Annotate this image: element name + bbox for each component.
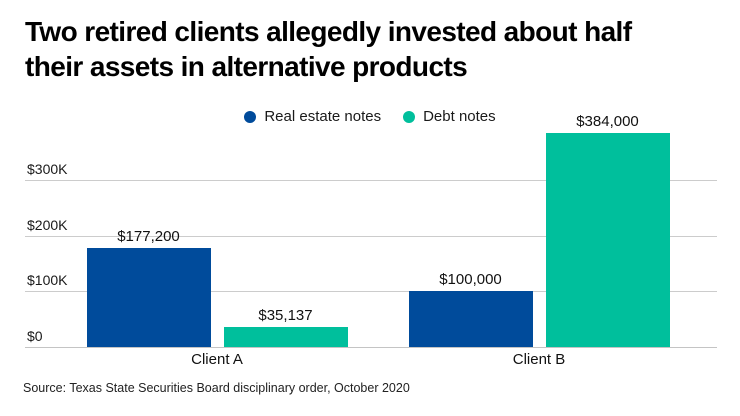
legend: Real estate notes Debt notes bbox=[0, 108, 740, 125]
y-axis-tick-label: $200K bbox=[27, 216, 68, 233]
gridline--200k bbox=[25, 235, 717, 237]
gridline--100k bbox=[25, 291, 717, 293]
legend-dot-icon bbox=[403, 110, 416, 123]
y-axis-tick-label: $0 bbox=[27, 328, 43, 344]
x-axis-label-client-b: Client B bbox=[512, 351, 566, 368]
chart-title-line2: their assets in alternative products bbox=[25, 51, 468, 82]
bar-value-label: $384,000 bbox=[576, 112, 639, 130]
legend-label: Debt notes bbox=[423, 108, 496, 125]
y-axis-tick-label: $100K bbox=[27, 272, 68, 289]
bar-debt-notes-client-a bbox=[223, 327, 348, 347]
legend-item-real-estate-notes: Real estate notes bbox=[244, 108, 381, 125]
bar-debt-notes-client-b bbox=[545, 132, 670, 347]
source-note: Source: Texas State Securities Board dis… bbox=[23, 381, 410, 395]
chart-title: Two retired clients allegedly invested a… bbox=[25, 14, 725, 84]
gridline--0 bbox=[25, 347, 717, 348]
bar-real-estate-notes-client-a bbox=[86, 248, 211, 347]
y-axis-tick-label: $300K bbox=[27, 160, 68, 177]
bar-value-label: $177,200 bbox=[117, 228, 180, 246]
x-axis-label-client-a: Client A bbox=[191, 351, 243, 368]
gridline--300k bbox=[25, 179, 717, 181]
legend-label: Real estate notes bbox=[264, 108, 382, 125]
bar-value-label: $35,137 bbox=[258, 307, 313, 325]
legend-dot-icon bbox=[244, 110, 257, 123]
legend-item-debt-notes: Debt notes bbox=[403, 108, 496, 125]
bar-real-estate-notes-client-b bbox=[408, 291, 533, 347]
bar-value-label: $100,000 bbox=[439, 271, 502, 289]
bar-chart: $0 $100K $200K $300K $177,200 $35,137 Client A… bbox=[25, 113, 717, 374]
chart-title-line1: Two retired clients allegedly invested a… bbox=[25, 16, 632, 47]
